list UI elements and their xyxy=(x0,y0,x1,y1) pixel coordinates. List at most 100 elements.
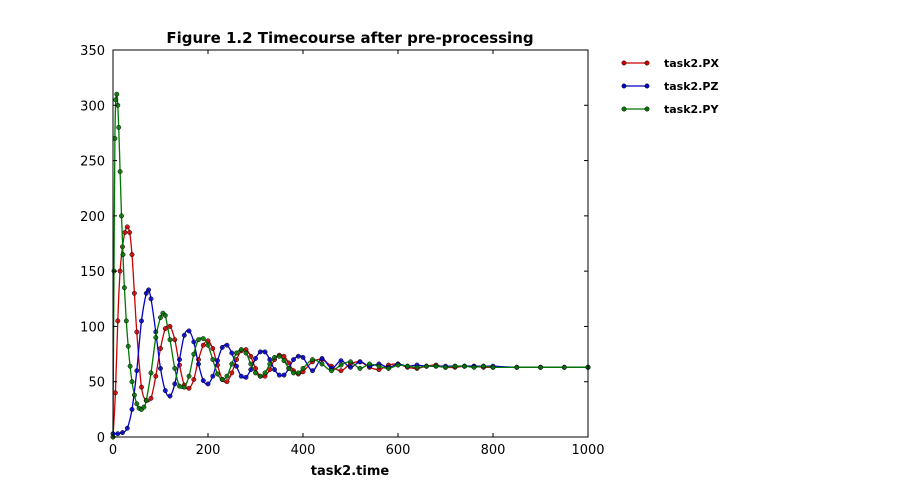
data-point xyxy=(514,364,520,370)
y-tick-label: 200 xyxy=(80,210,105,225)
data-point xyxy=(286,365,292,371)
x-tick-label: 1000 xyxy=(571,443,604,458)
data-point xyxy=(172,337,178,343)
data-point xyxy=(405,363,410,369)
data-point xyxy=(124,224,130,230)
data-point xyxy=(224,379,230,385)
data-point xyxy=(117,169,123,175)
data-point xyxy=(125,343,131,349)
data-point xyxy=(224,373,230,379)
legend-item: task2.PY xyxy=(621,103,719,116)
x-tick-label: 400 xyxy=(291,443,316,458)
data-point xyxy=(120,252,126,258)
data-point xyxy=(215,358,220,364)
data-point xyxy=(119,213,124,219)
data-point xyxy=(310,368,315,374)
data-point xyxy=(177,357,182,363)
y-tick-label: 250 xyxy=(80,155,105,170)
data-point xyxy=(424,363,429,369)
data-point xyxy=(124,425,130,431)
data-point xyxy=(205,381,211,387)
data-point xyxy=(146,287,152,293)
data-point xyxy=(253,370,258,376)
data-point xyxy=(127,229,133,235)
data-point xyxy=(329,368,334,374)
data-point xyxy=(162,312,168,318)
data-point xyxy=(272,367,277,373)
legend-label: task2.PZ xyxy=(664,80,718,93)
y-tick-label: 50 xyxy=(88,376,105,391)
data-point xyxy=(131,290,137,296)
data-point xyxy=(238,347,244,353)
data-point xyxy=(200,378,206,384)
legend-marker xyxy=(644,60,650,66)
data-point xyxy=(115,318,121,324)
legend-marker xyxy=(621,106,627,112)
axis-ticks: 0 200 400 600 800 1000 0 50 100 150 200 250 300 350 xyxy=(80,44,604,458)
data-point xyxy=(134,368,140,374)
data-point xyxy=(177,383,182,389)
data-point xyxy=(414,364,420,370)
data-point xyxy=(215,371,220,377)
x-tick-label: 200 xyxy=(196,443,221,458)
series-layer xyxy=(110,91,591,440)
legend-marker xyxy=(621,60,627,66)
data-point xyxy=(291,370,296,376)
data-point xyxy=(433,363,439,369)
data-point xyxy=(443,364,448,370)
data-point xyxy=(114,91,120,97)
data-point xyxy=(376,363,382,369)
data-point xyxy=(295,370,301,376)
data-point xyxy=(319,356,325,361)
data-point xyxy=(338,368,344,374)
data-point xyxy=(191,351,197,357)
data-point xyxy=(141,404,147,410)
data-point xyxy=(219,377,225,382)
legend: task2.PX task2.PZ task2.PY xyxy=(621,57,719,116)
data-point xyxy=(200,336,206,342)
data-point xyxy=(162,388,168,394)
data-point xyxy=(115,431,121,437)
data-point xyxy=(471,364,477,370)
plot-frame xyxy=(112,49,589,438)
data-point xyxy=(257,373,263,379)
data-point xyxy=(123,318,129,324)
data-point xyxy=(367,361,372,367)
data-point xyxy=(181,384,187,390)
data-point xyxy=(186,328,192,334)
data-point xyxy=(210,346,216,351)
x-tick-label: 0 xyxy=(109,443,117,458)
data-point xyxy=(229,361,235,367)
data-point xyxy=(257,349,263,355)
data-point xyxy=(219,344,225,350)
data-point xyxy=(120,430,125,436)
data-point xyxy=(481,363,486,369)
data-point xyxy=(139,384,144,390)
data-point xyxy=(357,359,363,365)
data-point xyxy=(276,372,282,378)
data-point xyxy=(153,373,159,379)
data-point xyxy=(113,97,119,103)
data-point xyxy=(158,346,163,351)
series-task2-px xyxy=(110,224,591,440)
data-point xyxy=(243,374,249,380)
legend-item: task2.PZ xyxy=(621,80,718,93)
data-point xyxy=(186,385,192,391)
legend-item: task2.PX xyxy=(621,57,719,70)
chart-title: Figure 1.2 Timecourse after pre-processi… xyxy=(166,29,533,47)
data-point xyxy=(127,363,133,369)
x-axis-label: task2.time xyxy=(311,464,390,479)
data-point xyxy=(281,358,287,364)
data-point xyxy=(291,357,296,363)
data-point xyxy=(196,361,201,367)
y-tick-label: 300 xyxy=(80,99,105,114)
data-point xyxy=(129,379,135,385)
series-line xyxy=(112,226,588,438)
data-point xyxy=(262,349,268,355)
data-point xyxy=(267,361,273,367)
data-point xyxy=(148,370,154,376)
data-point xyxy=(129,406,135,412)
y-tick-label: 350 xyxy=(80,44,105,59)
data-point xyxy=(191,377,197,382)
